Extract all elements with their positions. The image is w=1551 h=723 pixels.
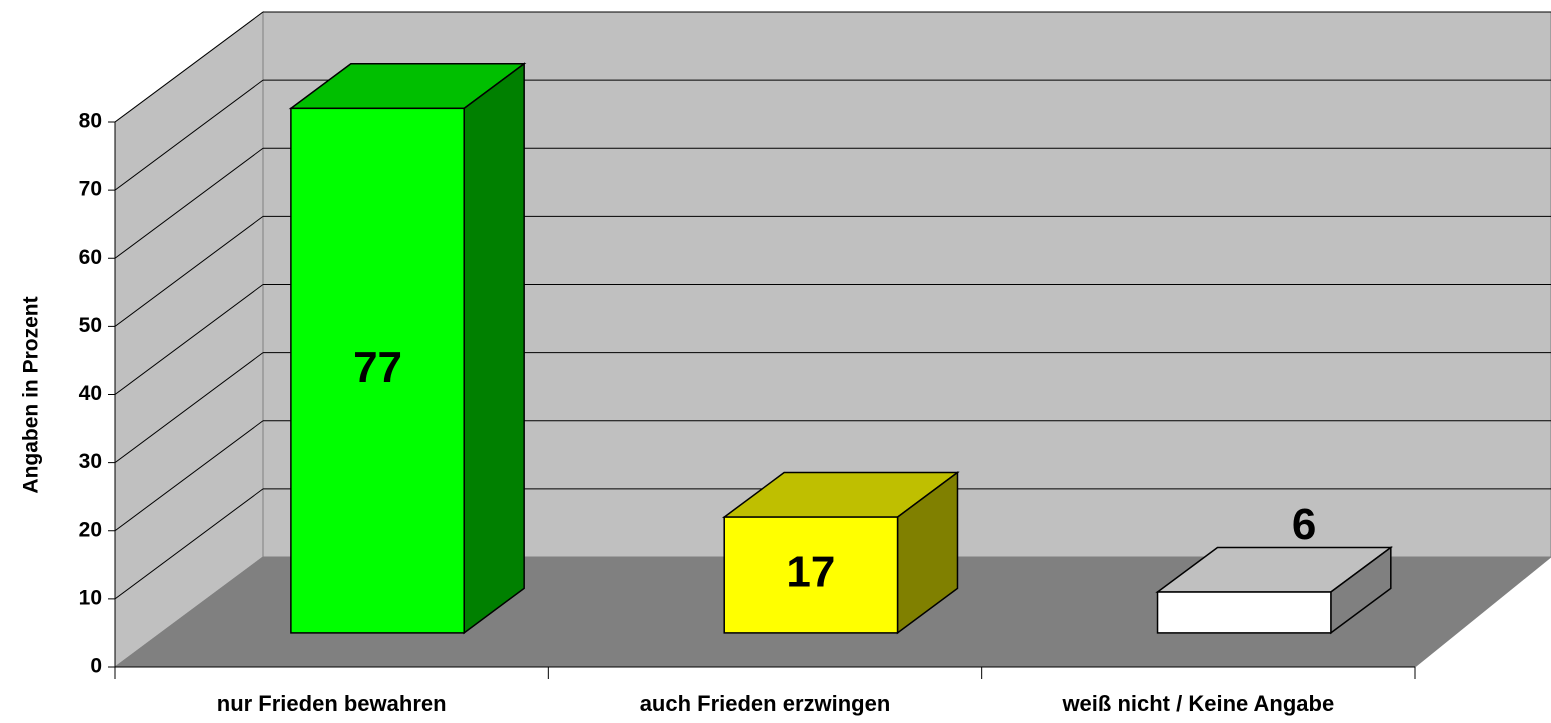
value-label: 17	[786, 548, 835, 597]
value-label: 6	[1292, 500, 1316, 549]
y-tick-label: 0	[90, 655, 102, 678]
grid-line	[114, 79, 264, 191]
bar	[290, 107, 465, 634]
y-axis-title: Angaben in Prozent	[20, 296, 43, 493]
y-tick-label: 50	[79, 314, 102, 337]
y-tick-label: 70	[79, 178, 102, 201]
grid-line	[114, 352, 264, 464]
bar	[723, 516, 899, 634]
y-tick-label: 20	[79, 518, 102, 541]
grid-line	[114, 284, 264, 395]
x-tick-label: auch Frieden erzwingen	[640, 691, 891, 716]
grid-line	[114, 420, 264, 532]
x-tick-label: weiß nicht / Keine Angabe	[1061, 691, 1334, 716]
value-label: 77	[353, 343, 402, 392]
y-tick-label: 10	[79, 586, 102, 609]
x-tick-label: nur Frieden bewahren	[217, 691, 447, 716]
grid-line	[114, 147, 264, 259]
y-tick-label: 40	[79, 382, 102, 405]
bar	[1156, 591, 1332, 634]
grid-line	[114, 215, 264, 327]
y-tick-label: 80	[79, 110, 102, 133]
y-tick-label: 30	[79, 450, 102, 473]
grid-line	[114, 11, 264, 123]
bar-side	[463, 62, 525, 635]
y-tick-label: 60	[79, 246, 102, 269]
grid-line	[114, 488, 264, 600]
